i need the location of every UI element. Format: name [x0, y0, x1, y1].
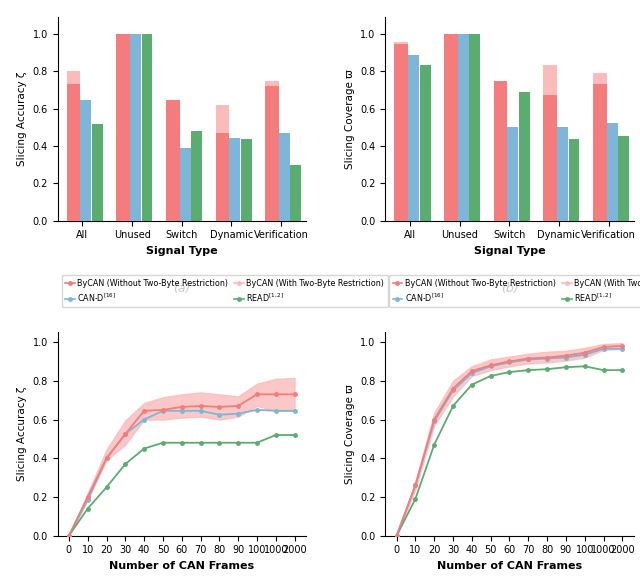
Bar	[607, 123, 618, 221]
X-axis label: Signal Type: Signal Type	[474, 246, 545, 256]
Bar	[394, 43, 408, 221]
Bar	[618, 136, 629, 221]
Bar	[291, 165, 301, 221]
Bar	[265, 86, 279, 221]
Bar	[519, 92, 530, 221]
Bar	[279, 133, 290, 221]
Y-axis label: Slicing Accuracy ζ: Slicing Accuracy ζ	[17, 386, 27, 482]
Bar	[241, 138, 252, 221]
Bar	[493, 81, 508, 221]
X-axis label: Number of CAN Frames: Number of CAN Frames	[109, 561, 254, 571]
Bar	[216, 133, 229, 221]
Bar	[593, 73, 607, 221]
X-axis label: Signal Type: Signal Type	[146, 246, 218, 256]
Bar	[543, 65, 557, 221]
Bar	[166, 100, 180, 221]
Bar	[141, 34, 152, 221]
Bar	[444, 34, 458, 221]
Bar	[81, 100, 92, 221]
Bar	[116, 34, 130, 221]
Bar	[166, 100, 180, 221]
X-axis label: Number of CAN Frames: Number of CAN Frames	[437, 561, 582, 571]
Bar	[216, 105, 229, 221]
Bar	[92, 124, 103, 221]
Bar	[191, 131, 202, 221]
Bar	[229, 138, 241, 221]
Bar	[394, 44, 408, 221]
Bar	[265, 81, 279, 221]
Bar	[469, 34, 480, 221]
Bar	[67, 71, 81, 221]
Bar	[508, 127, 518, 221]
Bar	[67, 85, 81, 221]
Bar	[458, 34, 468, 221]
Text: (b): (b)	[500, 282, 518, 294]
Bar	[116, 34, 130, 221]
Y-axis label: Slicing Coverage ϖ: Slicing Coverage ϖ	[345, 384, 355, 484]
Bar	[408, 55, 419, 221]
Bar	[444, 34, 458, 221]
Bar	[557, 127, 568, 221]
Bar	[543, 94, 557, 221]
Bar	[130, 34, 141, 221]
Bar	[493, 81, 508, 221]
Legend: ByCAN (Without Two-Byte Restriction), CAN-D$^{[16]}$, ByCAN (With Two-Byte Restr: ByCAN (Without Two-Byte Restriction), CA…	[389, 275, 640, 308]
Y-axis label: Slicing Coverage ϖ: Slicing Coverage ϖ	[345, 69, 355, 169]
Y-axis label: Slicing Accuracy ζ: Slicing Accuracy ζ	[17, 71, 27, 166]
Bar	[420, 65, 431, 221]
Legend: ByCAN (Without Two-Byte Restriction), CAN-D$^{[16]}$, ByCAN (With Two-Byte Restr: ByCAN (Without Two-Byte Restriction), CA…	[61, 275, 388, 308]
Bar	[593, 85, 607, 221]
Text: (a): (a)	[173, 282, 191, 294]
Bar	[568, 139, 579, 221]
Bar	[180, 148, 191, 221]
